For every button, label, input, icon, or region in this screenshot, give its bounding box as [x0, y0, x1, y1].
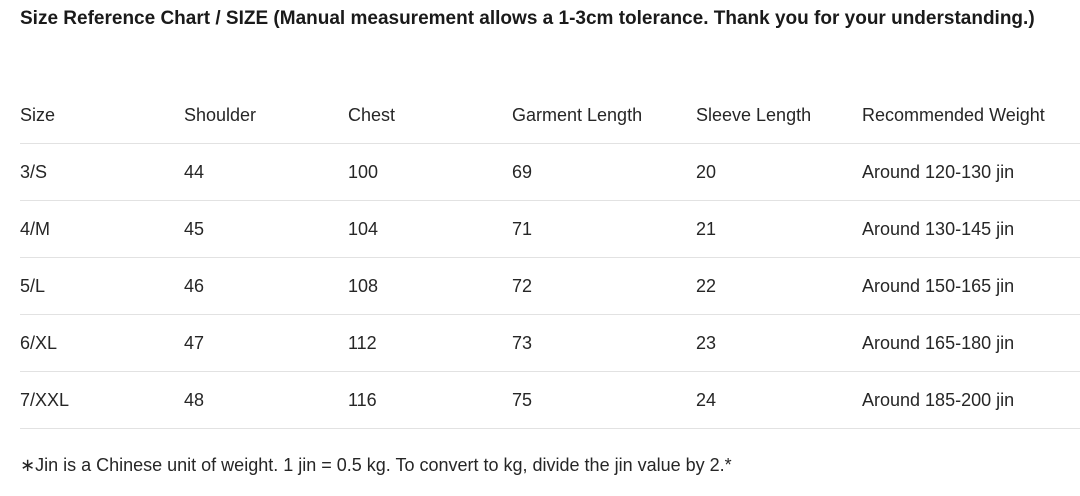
- table-row: 7/XXL 48 116 75 24 Around 185-200 jin: [20, 371, 1080, 429]
- cell-chest: 108: [348, 257, 512, 315]
- cell-sleeve-length: 23: [696, 314, 862, 372]
- cell-chest: 104: [348, 200, 512, 258]
- cell-garment-length: 73: [512, 314, 696, 372]
- cell-garment-length: 69: [512, 143, 696, 201]
- cell-size: 4/M: [20, 200, 184, 258]
- table-row: 6/XL 47 112 73 23 Around 165-180 jin: [20, 314, 1080, 372]
- cell-chest: 100: [348, 143, 512, 201]
- header-shoulder: Shoulder: [184, 87, 348, 144]
- cell-shoulder: 47: [184, 314, 348, 372]
- table-header-row: Size Shoulder Chest Garment Length Sleev…: [20, 87, 1080, 144]
- cell-size: 5/L: [20, 257, 184, 315]
- cell-sleeve-length: 22: [696, 257, 862, 315]
- cell-recommended-weight: Around 120-130 jin: [862, 143, 1080, 201]
- cell-recommended-weight: Around 130-145 jin: [862, 200, 1080, 258]
- cell-chest: 116: [348, 371, 512, 429]
- cell-recommended-weight: Around 165-180 jin: [862, 314, 1080, 372]
- size-table: Size Shoulder Chest Garment Length Sleev…: [20, 87, 1080, 429]
- header-recommended-weight: Recommended Weight: [862, 87, 1080, 144]
- cell-chest: 112: [348, 314, 512, 372]
- cell-size: 7/XXL: [20, 371, 184, 429]
- cell-recommended-weight: Around 150-165 jin: [862, 257, 1080, 315]
- header-garment-length: Garment Length: [512, 87, 696, 144]
- header-chest: Chest: [348, 87, 512, 144]
- cell-sleeve-length: 21: [696, 200, 862, 258]
- cell-recommended-weight: Around 185-200 jin: [862, 371, 1080, 429]
- cell-sleeve-length: 20: [696, 143, 862, 201]
- cell-shoulder: 45: [184, 200, 348, 258]
- footnote: ∗Jin is a Chinese unit of weight. 1 jin …: [20, 455, 732, 475]
- chart-title: Size Reference Chart / SIZE (Manual meas…: [20, 8, 1035, 29]
- table-row: 4/M 45 104 71 21 Around 130-145 jin: [20, 200, 1080, 258]
- cell-sleeve-length: 24: [696, 371, 862, 429]
- cell-size: 3/S: [20, 143, 184, 201]
- cell-size: 6/XL: [20, 314, 184, 372]
- cell-garment-length: 75: [512, 371, 696, 429]
- cell-garment-length: 71: [512, 200, 696, 258]
- cell-shoulder: 48: [184, 371, 348, 429]
- cell-shoulder: 44: [184, 143, 348, 201]
- cell-garment-length: 72: [512, 257, 696, 315]
- cell-shoulder: 46: [184, 257, 348, 315]
- header-size: Size: [20, 87, 184, 144]
- table-row: 3/S 44 100 69 20 Around 120-130 jin: [20, 143, 1080, 201]
- header-sleeve-length: Sleeve Length: [696, 87, 862, 144]
- table-row: 5/L 46 108 72 22 Around 150-165 jin: [20, 257, 1080, 315]
